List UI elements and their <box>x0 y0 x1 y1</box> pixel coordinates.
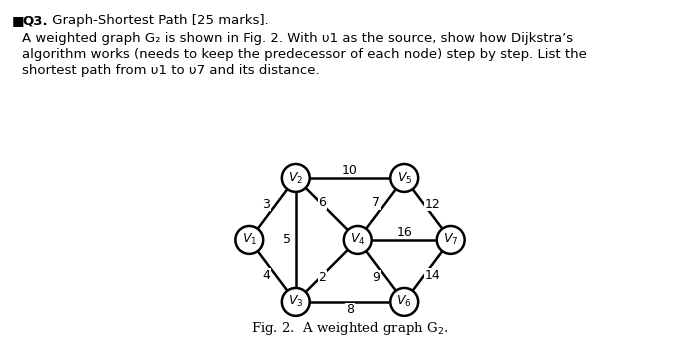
Text: Graph-Shortest Path [25 marks].: Graph-Shortest Path [25 marks]. <box>48 14 269 27</box>
Circle shape <box>235 226 263 254</box>
Text: 8: 8 <box>346 303 354 316</box>
Circle shape <box>282 288 309 316</box>
Text: Fig. 2.  A weighted graph G$_2$.: Fig. 2. A weighted graph G$_2$. <box>251 320 449 337</box>
Text: 7: 7 <box>372 196 380 209</box>
Text: 16: 16 <box>396 226 412 239</box>
Text: 14: 14 <box>424 269 440 282</box>
Circle shape <box>391 288 418 316</box>
Text: algorithm works (needs to keep the predecessor of each node) step by step. List : algorithm works (needs to keep the prede… <box>22 48 587 61</box>
Text: shortest path from υ1 to υ7 and its distance.: shortest path from υ1 to υ7 and its dist… <box>22 64 320 77</box>
Text: $V_4$: $V_4$ <box>350 233 365 247</box>
Text: $V_3$: $V_3$ <box>288 294 304 309</box>
Text: Q3.: Q3. <box>22 14 48 27</box>
Circle shape <box>344 226 372 254</box>
Text: $V_7$: $V_7$ <box>443 233 459 247</box>
Text: $V_5$: $V_5$ <box>396 171 412 185</box>
Circle shape <box>437 226 465 254</box>
Text: 6: 6 <box>318 196 326 209</box>
Text: $V_1$: $V_1$ <box>241 233 257 247</box>
Text: $V_6$: $V_6$ <box>396 294 412 309</box>
Circle shape <box>391 164 418 192</box>
Circle shape <box>282 164 309 192</box>
Text: 9: 9 <box>372 271 380 284</box>
Text: $V_2$: $V_2$ <box>288 171 303 185</box>
Text: 4: 4 <box>262 269 270 282</box>
Text: ■: ■ <box>12 14 29 27</box>
Text: 3: 3 <box>262 198 270 211</box>
Text: 12: 12 <box>424 198 440 211</box>
Text: 2: 2 <box>318 271 326 284</box>
Text: A weighted graph G₂ is shown in Fig. 2. With υ1 as the source, show how Dijkstra: A weighted graph G₂ is shown in Fig. 2. … <box>22 32 573 45</box>
Text: 10: 10 <box>342 164 358 177</box>
Text: 5: 5 <box>283 234 291 246</box>
